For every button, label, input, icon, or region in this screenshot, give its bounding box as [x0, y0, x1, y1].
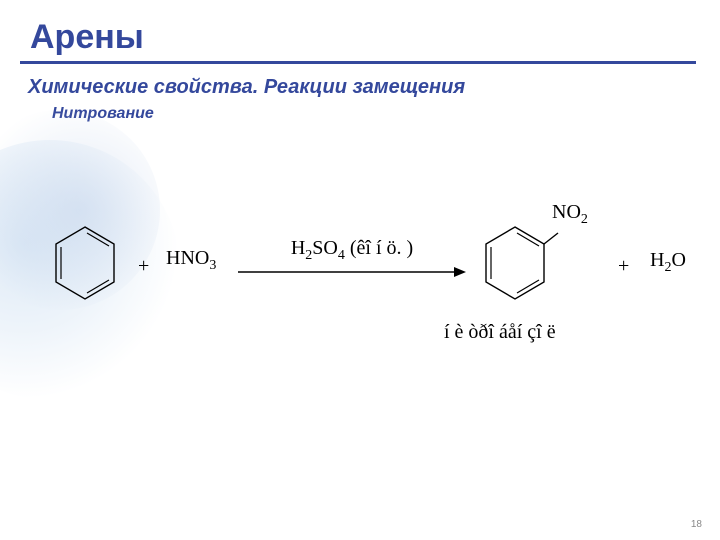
- page-title: Арены: [0, 0, 720, 61]
- subsubtitle: Нитрование: [0, 103, 720, 123]
- no2-text: NO: [552, 201, 581, 223]
- hno3-sub: 3: [209, 258, 216, 273]
- benzene-product: [480, 223, 560, 303]
- hno3-text: HNO: [166, 247, 209, 269]
- no2-sub: 2: [581, 212, 588, 227]
- h2o-o: O: [671, 249, 685, 271]
- product-name-label: í è òðî áåí çî ë: [444, 321, 556, 344]
- h2o-h: H: [650, 249, 664, 271]
- reaction-diagram: + HNO3 H2SO4 (êî í ö. ) NO2 + H2O í è òð…: [0, 193, 720, 373]
- h2o-formula: H2O: [650, 249, 686, 276]
- reaction-arrow: [238, 265, 466, 279]
- plus-sign-2: +: [618, 255, 629, 278]
- subtitle: Химические свойства. Реакции замещения: [0, 64, 720, 103]
- arrow-h: H: [291, 237, 305, 259]
- arrow-catalyst-label: H2SO4 (êî í ö. ): [238, 237, 466, 264]
- plus-sign-1: +: [138, 255, 149, 278]
- benzene-reactant: [50, 223, 120, 303]
- arrow-post: (êî í ö. ): [345, 237, 413, 259]
- arrow-so: SO: [312, 237, 338, 259]
- page-number: 18: [691, 519, 702, 530]
- arrow-sub2: 4: [338, 248, 345, 263]
- reaction-arrow-group: H2SO4 (êî í ö. ): [238, 237, 466, 279]
- hno3-formula: HNO3: [166, 247, 216, 274]
- no2-group: NO2: [552, 201, 588, 228]
